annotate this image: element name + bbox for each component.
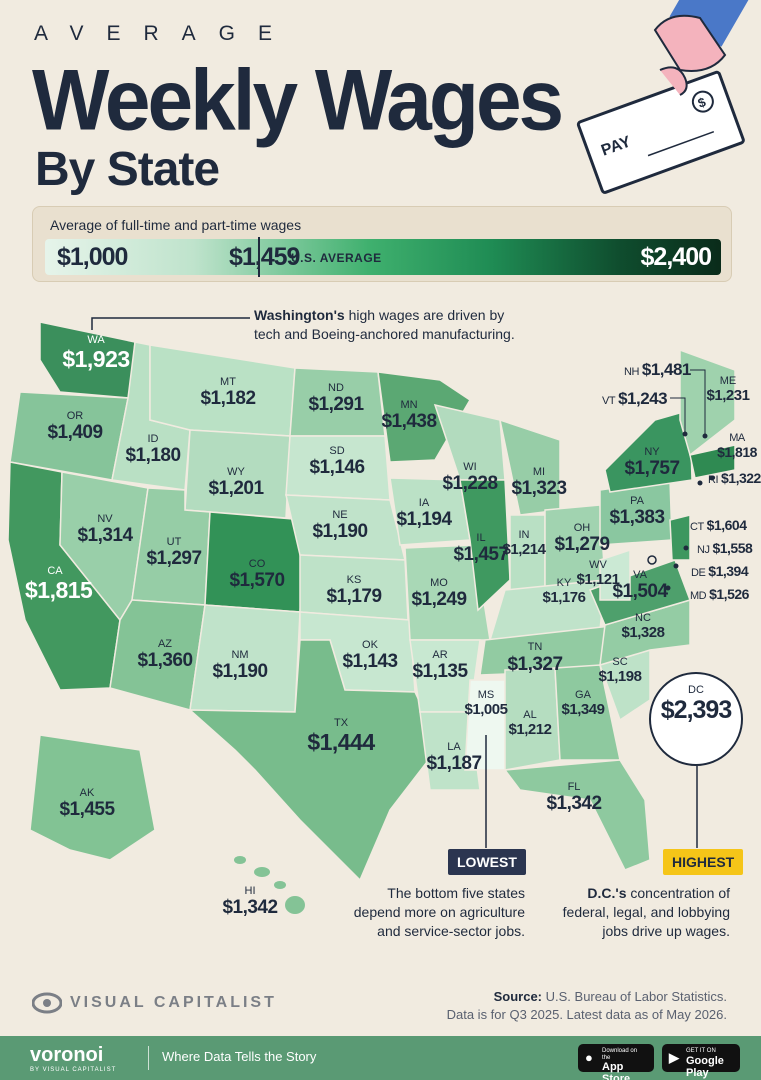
state-label-ma: MA $1,818	[717, 432, 757, 460]
state-shape-az	[109, 599, 206, 711]
dc-highlight-circle: DC $2,393	[649, 672, 743, 766]
state-label-mn: MN $1,438	[381, 399, 437, 432]
state-shape-fl	[503, 759, 651, 871]
footer-divider	[148, 1046, 149, 1070]
legend-avg-value: $1,459	[229, 243, 300, 271]
state-label-oh: OH $1,279	[554, 522, 610, 555]
lowest-tag: LOWEST	[448, 849, 526, 875]
state-shape-nj	[669, 514, 691, 561]
state-label-vt: VT $1,243	[602, 389, 668, 408]
legend-avg-tick	[258, 237, 260, 277]
highest-tag: HIGHEST	[663, 849, 744, 875]
state-label-sd: SD $1,146	[309, 445, 365, 478]
legend-gradient-bar: $1,000 $1,459 U.S. AVERAGE $2,400	[45, 237, 721, 277]
highest-note: D.C.'s concentration of federal, legal, …	[562, 885, 730, 939]
washington-note: Washington's high wages are driven by te…	[254, 307, 515, 342]
state-label-co: CO $1,570	[229, 558, 285, 591]
vc-mark-icon	[32, 992, 62, 1014]
google-play-icon: ▶	[669, 1050, 679, 1065]
state-label-la: LA $1,187	[426, 741, 482, 774]
state-label-tn: TN $1,327	[507, 641, 563, 675]
state-label-mi: MI $1,323	[511, 466, 567, 499]
state-label-ak: AK $1,455	[59, 787, 115, 820]
dc-value: $2,393	[660, 696, 732, 724]
legend-avg-label: U.S. AVERAGE	[291, 251, 382, 265]
state-label-nh: NH $1,481	[624, 360, 691, 379]
legend-caption: Average of full-time and part-time wages	[50, 217, 302, 233]
state-label-ia: IA $1,194	[396, 497, 452, 530]
state-label-me: ME $1,231	[706, 375, 750, 404]
state-label-de: DE $1,394	[691, 563, 749, 579]
state-label-wi: WI $1,228	[442, 461, 498, 494]
state-shape-tx	[187, 639, 441, 882]
lowest-note: The bottom five states depend more on ag…	[353, 885, 525, 939]
state-shape-ma	[689, 444, 736, 479]
legend-box: Average of full-time and part-time wages…	[32, 206, 732, 282]
state-label-ca: CA $1,815	[25, 565, 93, 603]
state-label-ne: NE $1,190	[312, 509, 368, 542]
state-label-or: OR $1,409	[47, 410, 103, 443]
legend-min-value: $1,000	[57, 243, 128, 271]
state-label-id: ID $1,180	[125, 433, 181, 466]
state-label-mt: MT $1,182	[200, 376, 256, 409]
source-note: Source: U.S. Bureau of Labor Statistics.…	[446, 989, 727, 1023]
state-label-nd: ND $1,291	[308, 382, 364, 415]
wa-callout-line	[91, 317, 250, 330]
state-label-mo: MO $1,249	[411, 577, 467, 610]
state-shape-va	[588, 559, 691, 626]
state-label-fl: FL $1,342	[546, 781, 602, 814]
vt-callout-line	[670, 397, 686, 433]
state-shape-il	[459, 479, 511, 612]
state-label-pa: PA $1,383	[609, 495, 665, 528]
kicker-text: AVERAGE	[34, 22, 295, 45]
state-label-nv: NV $1,314	[77, 513, 133, 546]
state-label-il: IL $1,457	[453, 532, 509, 565]
legend-max-value: $2,400	[640, 243, 712, 271]
state-label-ri: RI $1,322	[708, 470, 761, 486]
state-shape-ne-states	[679, 348, 736, 457]
state-label-ga: GA $1,349	[561, 689, 605, 718]
state-label-nj: NJ $1,558	[697, 540, 753, 556]
state-label-sc: SC $1,198	[598, 656, 642, 685]
state-label-in: IN $1,214	[502, 529, 546, 558]
state-shape-hi	[234, 856, 305, 914]
voronoi-logo[interactable]: voronoi BY VISUAL CAPITALIST	[30, 1044, 116, 1073]
app-store-button[interactable]: ● Download on the App Store	[578, 1044, 654, 1080]
state-label-va: VA $1,504	[612, 569, 668, 602]
state-label-ky: KY $1,176	[542, 577, 586, 606]
state-shape-wv	[599, 548, 631, 601]
visual-capitalist-logo: VISUAL CAPITALIST	[32, 992, 277, 1014]
hand-check-illustration: PAY $	[576, 0, 749, 194]
state-label-ks: KS $1,179	[326, 574, 382, 607]
state-label-nm: NM $1,190	[212, 649, 268, 682]
dc-code: DC	[688, 684, 704, 696]
state-label-ct: CT $1,604	[690, 517, 747, 533]
state-label-ok: OK $1,143	[342, 639, 398, 672]
nh-callout-line	[690, 369, 706, 435]
state-label-ms: MS $1,005	[464, 689, 508, 718]
state-label-nc: NC $1,328	[621, 612, 665, 641]
state-shape-ak	[29, 734, 156, 861]
footer-tagline: Where Data Tells the Story	[162, 1049, 317, 1064]
page-subtitle: By State	[35, 143, 220, 196]
apple-icon: ●	[585, 1050, 593, 1065]
state-label-ny: NY $1,757	[624, 446, 680, 479]
state-shape-wa	[39, 321, 136, 399]
state-label-hi: HI $1,342	[222, 885, 278, 918]
footer-bar: voronoi BY VISUAL CAPITALIST Where Data …	[0, 1036, 761, 1080]
state-label-ar: AR $1,135	[412, 649, 468, 682]
state-label-ut: UT $1,297	[146, 536, 202, 569]
state-label-wy: WY $1,201	[208, 466, 264, 499]
state-label-wv: WV $1,121	[576, 559, 620, 588]
state-label-wa: WA $1,923	[62, 334, 130, 372]
voronoi-name: voronoi	[30, 1044, 104, 1066]
state-label-az: AZ $1,360	[137, 638, 193, 671]
state-label-tx: TX $1,444	[307, 717, 375, 755]
google-play-button[interactable]: ▶ GET IT ON Google Play	[662, 1044, 740, 1079]
page-title: Weekly Wages	[32, 53, 564, 149]
voronoi-sub: BY VISUAL CAPITALIST	[30, 1067, 117, 1073]
state-label-md: MD $1,526	[690, 586, 749, 602]
